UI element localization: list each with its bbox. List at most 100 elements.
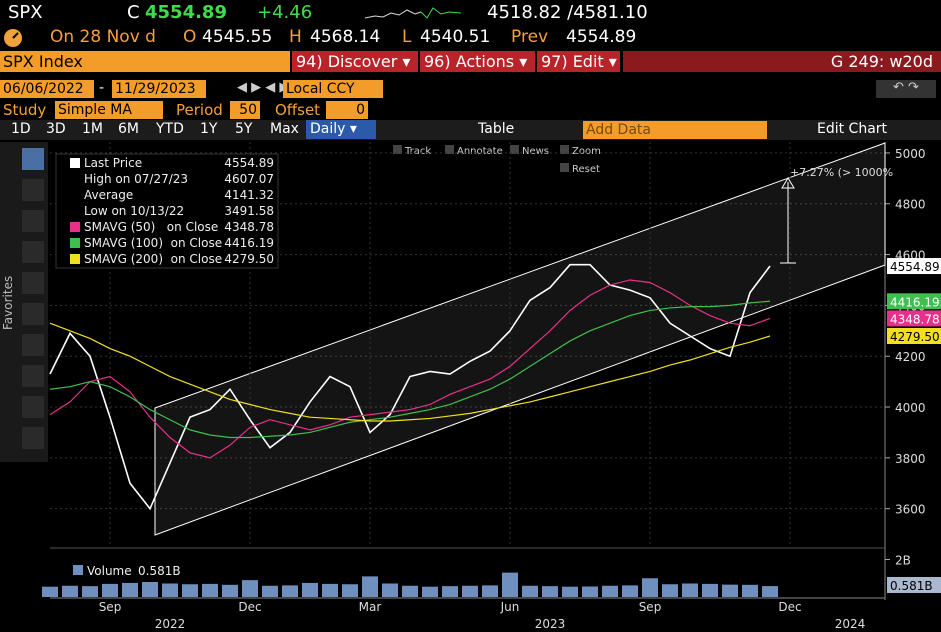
volume-bar (482, 585, 498, 597)
series-line (49, 300, 771, 439)
tool-icon (22, 303, 44, 325)
currency[interactable]: Local CCY (283, 80, 383, 98)
undo-redo[interactable]: ↶ ↷ (876, 80, 936, 98)
period-button[interactable]: 1Y (200, 121, 218, 137)
frequency[interactable]: Daily ▾ (306, 120, 376, 139)
volume-bar (742, 584, 758, 597)
legend-label: SMAVG (100) on Close (84, 236, 222, 250)
tool-icon (22, 396, 44, 418)
tool-icon (22, 272, 44, 294)
ticker: SPX (8, 2, 43, 23)
tool-icon (22, 241, 44, 263)
legend-label: Last Price (84, 156, 142, 170)
volume-bar (462, 585, 478, 597)
tool-box (445, 145, 454, 154)
period-button[interactable]: YTD (156, 121, 184, 137)
chart-tool: Annotate (457, 146, 503, 157)
edit-chart[interactable]: Edit Chart (817, 121, 888, 137)
tool-box (510, 145, 519, 154)
volume-bar (162, 583, 178, 597)
legend-label: Low on 10/13/22 (84, 204, 184, 218)
legend-value: 4416.19 (224, 236, 274, 250)
period[interactable]: 50 (230, 101, 260, 119)
tool-icon (22, 148, 44, 170)
legend-value: 4607.07 (224, 172, 274, 186)
volume-bar (42, 586, 58, 597)
volume-bar (262, 585, 278, 597)
year-label: 2023 (535, 617, 566, 631)
volume-bar (562, 586, 578, 597)
tool-box (393, 145, 402, 154)
volume-bar (382, 583, 398, 597)
legend-box (55, 153, 279, 269)
volume-bar (442, 586, 458, 597)
volume-bar (582, 586, 598, 597)
annot-arrow (781, 177, 795, 189)
year-label: 2024 (835, 617, 866, 631)
volume-bar (282, 585, 298, 597)
study-label: Study (3, 101, 47, 119)
volume-bar (182, 584, 198, 597)
add-data[interactable]: Add Data (583, 121, 767, 139)
end-date[interactable]: 11/29/2023 (112, 80, 206, 98)
volume-legend-swatch (73, 565, 83, 575)
table-button[interactable]: Table (478, 121, 515, 137)
start-date[interactable]: 06/06/2022 (0, 80, 94, 98)
volume-bar (102, 583, 118, 597)
value-tag (887, 328, 941, 345)
security-field[interactable]: SPX Index (0, 51, 290, 72)
volume-label: Volume (87, 564, 132, 578)
actions-button[interactable]: 96) Actions ▾ (420, 51, 535, 72)
volume-bar (342, 584, 358, 597)
edit-button[interactable]: 97) Edit ▾ (537, 51, 620, 72)
annotation: +7.27% (> 1000% (790, 166, 893, 179)
y-tick-label: 5000 (895, 147, 926, 161)
y-tick-label: 4200 (895, 350, 926, 364)
offset[interactable]: 0 (326, 101, 368, 119)
legend-swatch (70, 158, 80, 168)
quote-date: On 28 Nov d (50, 27, 156, 47)
period-button[interactable]: 1D (11, 121, 31, 137)
open: 4545.55 (202, 27, 273, 47)
chart-tool: Track (404, 146, 431, 157)
volume-tag-label: 0.581B (890, 579, 933, 593)
volume-bar (422, 586, 438, 597)
volume-bar (142, 582, 158, 597)
series-line (49, 263, 771, 511)
legend-label: Average (84, 188, 133, 202)
legend-label: SMAVG (200) on Close (84, 252, 222, 266)
open-label: O (183, 27, 197, 47)
volume-bar (722, 584, 738, 597)
volume-bar (522, 585, 538, 597)
study-type[interactable]: Simple MA (55, 101, 163, 119)
volume-bar (122, 582, 138, 597)
legend-label: High on 07/27/23 (84, 172, 188, 186)
value-tag-label: 4416.19 (890, 295, 940, 309)
legend-swatch (70, 238, 80, 248)
low-label: L (402, 27, 412, 47)
legend-value: 3491.58 (224, 204, 274, 218)
volume-tick-label: 2B (895, 554, 911, 568)
tool-icon (22, 179, 44, 201)
value-tag-label: 4348.78 (890, 312, 940, 326)
series-line (49, 322, 771, 422)
period-button[interactable]: 1M (82, 121, 103, 137)
period-button[interactable]: 6M (118, 121, 139, 137)
discover-button[interactable]: 94) Discover ▾ (292, 51, 418, 72)
volume-bar (762, 586, 778, 597)
volume-bar (542, 586, 558, 597)
tool-icon (22, 365, 44, 387)
period-button[interactable]: 3D (46, 121, 66, 137)
high-label: H (289, 27, 302, 47)
x-tick-label: Sep (639, 600, 662, 614)
period-button[interactable]: 5Y (235, 121, 253, 137)
volume-bar (682, 583, 698, 597)
volume-bar (362, 576, 378, 597)
volume-bar (702, 583, 718, 597)
range: 4518.82 /4581.10 (487, 2, 648, 23)
tool-icon (22, 210, 44, 232)
period-button[interactable]: Max (270, 121, 299, 137)
tool-box (560, 163, 569, 172)
